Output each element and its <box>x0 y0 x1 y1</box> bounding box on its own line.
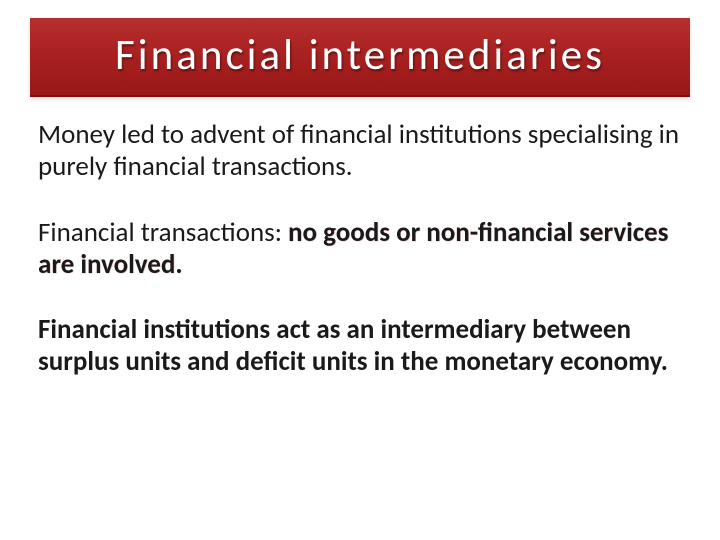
paragraph-2-lead: Financial transactions: <box>38 216 288 249</box>
paragraph-2: Financial transactions: no goods or non-… <box>38 217 682 281</box>
paragraph-1: Money led to advent of financial institu… <box>38 119 682 183</box>
title-bar: Financial intermediaries <box>30 18 690 97</box>
paragraph-3: Financial institutions act as an interme… <box>38 314 682 378</box>
slide-content: Money led to advent of financial institu… <box>30 97 690 378</box>
slide: Financial intermediaries Money led to ad… <box>0 0 720 540</box>
slide-title: Financial intermediaries <box>50 28 670 81</box>
